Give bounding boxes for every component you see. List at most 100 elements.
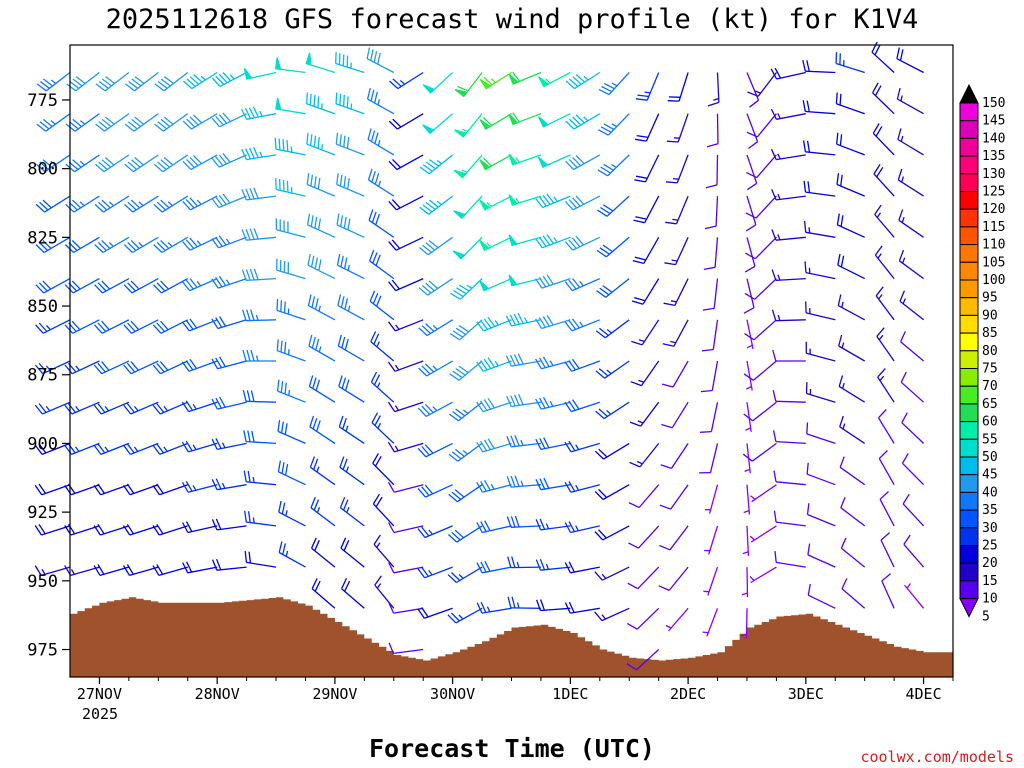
wind-barb (535, 518, 571, 531)
y-tick-label: 950 (27, 572, 58, 592)
wind-barb (476, 479, 512, 493)
wind-barb (35, 319, 71, 334)
wind-barb (388, 522, 424, 534)
wind-barb (535, 477, 571, 491)
wind-barb (770, 108, 806, 120)
legend-swatch (959, 261, 979, 281)
wind-barb (564, 399, 601, 413)
wind-barb (337, 294, 365, 321)
wind-barb (749, 525, 777, 543)
y-tick-label: 900 (27, 434, 58, 454)
wind-barb (898, 249, 924, 280)
wind-barb (36, 71, 71, 92)
wind-barb (659, 484, 689, 510)
wind-barb (372, 493, 395, 527)
wind-barb (635, 72, 660, 101)
wind-barb (771, 189, 806, 201)
wind-barb (743, 401, 777, 422)
wind-barb (537, 154, 571, 168)
wind-barb (153, 154, 189, 173)
wind-barb (447, 525, 483, 543)
wind-barb (123, 278, 159, 294)
wind-barb (634, 113, 660, 142)
wind-barb (743, 278, 755, 314)
wind-barb (243, 430, 277, 445)
y-tick-label: 775 (27, 91, 58, 111)
wind-barb (65, 195, 100, 213)
wind-barb (94, 278, 130, 294)
wind-barb (370, 371, 395, 403)
wind-barb (746, 154, 758, 191)
wind-barb (704, 525, 719, 555)
y-tick-label: 800 (27, 160, 58, 180)
wind-barb (535, 437, 571, 451)
wind-barb (453, 195, 483, 220)
wind-barb (746, 113, 759, 150)
legend-swatch (959, 491, 979, 511)
wind-barb (388, 154, 424, 171)
wind-barb (124, 154, 159, 173)
x-tick-label: 2DEC (670, 685, 706, 703)
wind-barb (702, 608, 719, 637)
wind-barb (278, 500, 306, 527)
wind-barb (35, 195, 71, 213)
legend-swatch (959, 191, 979, 210)
wind-barb (564, 440, 600, 453)
wind-barb (564, 318, 601, 332)
wind-barb (840, 496, 866, 527)
wind-barb (873, 163, 895, 197)
wind-barb (505, 353, 542, 367)
legend-swatch (959, 421, 979, 440)
wind-barb (339, 456, 365, 486)
wind-barb (306, 132, 336, 156)
wind-barb (211, 71, 247, 87)
wind-barb (836, 213, 865, 238)
wind-barb (902, 493, 925, 527)
wind-barb (211, 356, 247, 370)
legend-swatch (959, 474, 979, 493)
wind-barb (367, 168, 395, 197)
wind-barb (454, 113, 483, 138)
wind-barb (242, 349, 276, 362)
wind-barb (211, 316, 247, 330)
legend-swatch (959, 155, 979, 175)
wind-barb (125, 71, 159, 92)
wind-barb (597, 154, 630, 177)
wind-barb (506, 475, 541, 488)
wind-barb (631, 319, 660, 346)
wind-barb (877, 409, 895, 444)
wind-barb (182, 113, 218, 130)
wind-barb (773, 510, 806, 527)
wind-barb (276, 339, 306, 362)
wind-barb (535, 599, 571, 612)
legend-bottom-arrow (959, 598, 979, 618)
wind-barb (479, 195, 512, 211)
wind-barb (875, 286, 895, 321)
wind-barb (896, 87, 924, 115)
wind-barb (897, 128, 924, 156)
wind-barb (746, 319, 754, 350)
wind-barb (699, 443, 719, 474)
wind-barb (802, 59, 836, 74)
legend-label: 55 (982, 432, 998, 447)
wind-barb (305, 52, 336, 74)
wind-barb (874, 204, 895, 238)
wind-barb (34, 401, 71, 415)
wind-barb (746, 360, 753, 391)
wind-barb (838, 334, 866, 362)
wind-barb (335, 52, 365, 74)
wind-barb (417, 525, 453, 539)
wind-barb (476, 357, 512, 372)
legend-swatch (959, 385, 979, 405)
wind-barb (275, 97, 306, 115)
wind-barb (803, 180, 836, 197)
credit-link[interactable]: coolwx.com/models (860, 748, 1014, 766)
wind-barb (368, 209, 395, 238)
wind-barb (703, 237, 719, 271)
wind-barb (366, 87, 395, 115)
wind-barb (388, 642, 424, 655)
wind-barb (211, 235, 247, 249)
wind-barb (745, 402, 752, 432)
wind-barb (274, 57, 306, 74)
wind-barb (305, 92, 336, 115)
